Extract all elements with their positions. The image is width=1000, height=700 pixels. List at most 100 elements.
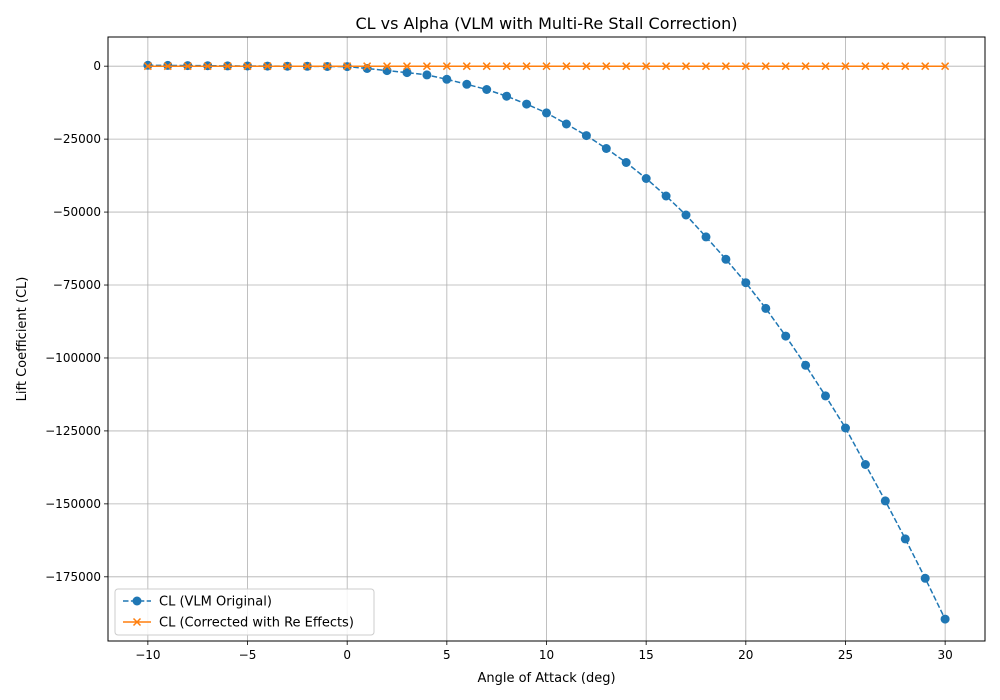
chart-title: CL vs Alpha (VLM with Multi-Re Stall Cor…	[355, 14, 737, 33]
data-point	[801, 360, 811, 370]
y-tick-label: −50000	[53, 205, 101, 219]
data-point	[422, 70, 432, 80]
data-point	[781, 62, 790, 71]
data-point	[621, 158, 631, 167]
data-point	[701, 62, 710, 71]
data-point	[861, 62, 870, 71]
data-point	[522, 62, 531, 71]
data-point	[402, 62, 412, 71]
data-point	[462, 79, 472, 89]
y-tick-label: −125000	[45, 424, 101, 438]
legend-box	[114, 588, 375, 636]
legend-marker-vlm-original	[132, 596, 142, 606]
legend: CL (VLM Original) CL (Corrected with Re …	[114, 588, 375, 636]
data-point	[821, 391, 830, 401]
x-tick-label: 30	[937, 648, 952, 662]
data-point	[741, 278, 751, 288]
data-point	[243, 62, 252, 71]
data-point	[761, 62, 770, 71]
data-point	[343, 62, 352, 71]
data-point	[940, 614, 950, 624]
data-point	[701, 232, 711, 242]
data-point	[283, 62, 292, 71]
data-point	[721, 254, 731, 264]
data-point	[542, 108, 551, 118]
data-point	[761, 303, 771, 313]
y-tick-label: −25000	[53, 132, 101, 146]
data-point	[741, 62, 750, 71]
legend-label-corrected: CL (Corrected with Re Effects)	[159, 616, 354, 631]
data-point	[462, 62, 471, 71]
data-point	[522, 99, 532, 109]
data-point	[681, 210, 691, 220]
data-point	[442, 62, 451, 71]
data-point	[602, 62, 611, 71]
data-point	[402, 68, 412, 78]
data-point	[901, 62, 910, 71]
data-point	[661, 191, 671, 201]
series-corrected	[143, 62, 950, 71]
data-point	[821, 62, 830, 71]
data-point	[622, 62, 631, 71]
data-point	[562, 62, 571, 71]
x-tick-label: 15	[639, 648, 654, 662]
x-tick-label: 0	[343, 648, 351, 662]
y-tick-label: −100000	[45, 351, 101, 365]
data-point	[183, 62, 192, 71]
data-point	[363, 62, 372, 71]
data-point	[383, 62, 392, 71]
data-point	[502, 62, 511, 71]
data-point	[881, 62, 890, 71]
data-point	[422, 62, 431, 71]
data-point	[442, 74, 452, 84]
axis-ticks: −10 −5 0 5 10 15 20 25 30 0 −25000 −50000 −75000 −100…	[45, 59, 953, 662]
data-point	[482, 62, 491, 71]
x-tick-label: −10	[135, 648, 160, 662]
data-point	[642, 62, 651, 71]
data-point	[482, 85, 492, 94]
data-point	[163, 62, 172, 71]
data-point	[203, 62, 212, 71]
x-tick-label: −5	[239, 648, 257, 662]
y-tick-label: −175000	[45, 570, 101, 584]
data-point	[801, 62, 810, 71]
data-point	[880, 496, 890, 506]
x-axis-title: Angle of Attack (deg)	[477, 671, 615, 686]
data-point	[561, 119, 571, 129]
y-axis-title: Lift Coefficient (CL)	[15, 277, 30, 402]
data-point	[841, 62, 850, 71]
series-layer	[143, 60, 950, 624]
data-point	[382, 66, 392, 76]
data-point	[641, 174, 651, 183]
data-point	[920, 573, 930, 583]
data-point	[900, 534, 910, 544]
data-point	[581, 131, 591, 141]
x-tick-label: 5	[443, 648, 451, 662]
data-point	[303, 62, 312, 71]
data-point	[860, 460, 870, 469]
data-point	[323, 62, 332, 71]
data-point	[721, 62, 730, 71]
data-point	[542, 62, 551, 71]
data-point	[681, 62, 691, 71]
data-point	[841, 423, 850, 433]
data-point	[263, 62, 272, 71]
x-tick-label: 10	[539, 648, 554, 662]
data-point	[223, 62, 232, 71]
x-tick-label: 20	[738, 648, 753, 662]
y-tick-label: −75000	[53, 278, 101, 292]
data-point	[941, 62, 950, 71]
data-point	[582, 62, 591, 71]
legend-label-vlm-original: CL (VLM Original)	[159, 595, 272, 610]
data-point	[662, 62, 671, 71]
y-tick-label: 0	[93, 59, 101, 73]
data-point	[601, 144, 611, 153]
data-point	[781, 331, 791, 341]
grid	[108, 37, 985, 641]
y-tick-label: −150000	[45, 497, 101, 511]
data-point	[921, 62, 930, 71]
legend-marker-corrected	[132, 617, 142, 627]
x-tick-label: 25	[838, 648, 853, 662]
